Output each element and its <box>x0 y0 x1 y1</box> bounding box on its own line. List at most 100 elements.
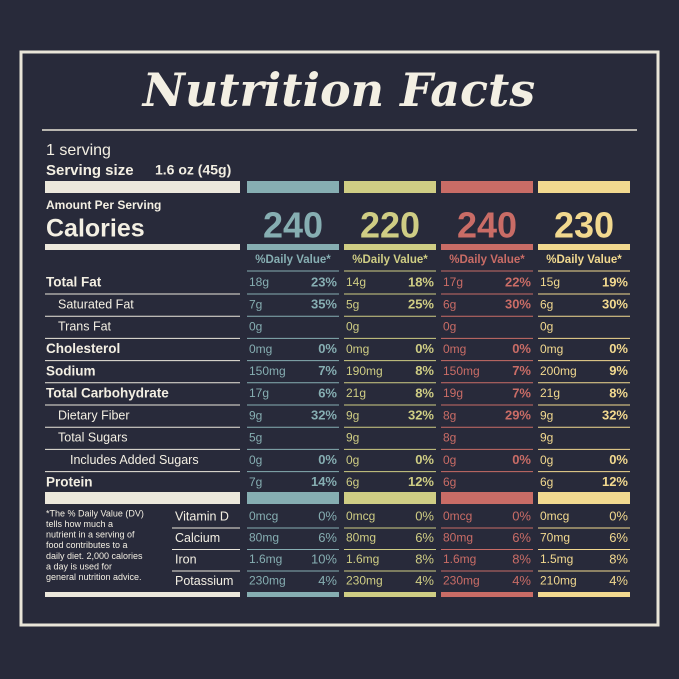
daily-value: 10% <box>311 551 337 566</box>
daily-value: 12% <box>408 474 434 489</box>
amount: 0g <box>540 453 553 467</box>
amount: 1.5mg <box>540 552 573 566</box>
amount: 0mcg <box>249 509 278 523</box>
amount: 8g <box>443 408 456 422</box>
nutrient-label: Dietary Fiber <box>58 408 130 422</box>
amount: 0mg <box>540 342 563 356</box>
amount: 9g <box>346 408 359 422</box>
calories: 220 <box>360 205 420 246</box>
color-bar <box>247 244 339 250</box>
amount: 230mg <box>249 574 286 588</box>
amount: 0g <box>540 320 553 334</box>
color-bar <box>538 492 630 504</box>
daily-value: 8% <box>415 551 434 566</box>
daily-value: 23% <box>311 274 337 289</box>
calories: 240 <box>457 205 517 246</box>
amount: 19g <box>443 386 463 400</box>
nutrient-label: Total Sugars <box>58 431 127 445</box>
amount: 7g <box>249 475 262 489</box>
daily-value: 6% <box>609 530 628 545</box>
daily-value: 18% <box>408 274 434 289</box>
amount: 0mcg <box>443 509 472 523</box>
color-bar <box>441 592 533 597</box>
daily-value: 30% <box>505 297 531 312</box>
amount: 0g <box>249 320 262 334</box>
amount: 0g <box>443 453 456 467</box>
daily-value: 6% <box>318 385 337 400</box>
amount: 21g <box>346 386 366 400</box>
dv-header: %Daily Value* <box>352 254 428 266</box>
amount: 150mg <box>249 364 286 378</box>
amount: 9g <box>540 408 553 422</box>
amount: 0mg <box>443 342 466 356</box>
dv-header: %Daily Value* <box>255 254 331 266</box>
dv-header: %Daily Value* <box>546 254 622 266</box>
nutrient-label: Total Carbohydrate <box>46 386 169 401</box>
amount: 230mg <box>346 574 383 588</box>
vitamin-label: Potassium <box>175 574 233 588</box>
daily-value: 9% <box>609 363 628 378</box>
amount: 9g <box>540 431 553 445</box>
amount: 6g <box>443 475 456 489</box>
amount: 17g <box>249 386 269 400</box>
amount: 210mg <box>540 574 577 588</box>
daily-value: 7% <box>318 363 337 378</box>
calories-label: Calories <box>46 215 145 243</box>
daily-value: 32% <box>602 408 628 423</box>
color-bar <box>538 244 630 250</box>
color-bar <box>441 244 533 250</box>
daily-value: 12% <box>602 474 628 489</box>
daily-value: 0% <box>609 508 628 523</box>
color-bar <box>344 592 436 597</box>
amount: 5g <box>249 431 262 445</box>
daily-value: 4% <box>512 573 531 588</box>
amount: 6g <box>443 297 456 311</box>
daily-value: 4% <box>415 573 434 588</box>
daily-value: 4% <box>609 573 628 588</box>
amount: 0g <box>346 453 359 467</box>
amount: 1.6mg <box>443 552 476 566</box>
daily-value: 8% <box>512 551 531 566</box>
daily-value: 22% <box>505 274 531 289</box>
daily-value: 0% <box>415 341 434 356</box>
amount: 190mg <box>346 364 383 378</box>
amount: 9g <box>249 408 262 422</box>
vitamin-label: Calcium <box>175 531 220 545</box>
daily-value: 8% <box>609 385 628 400</box>
bar <box>45 592 240 597</box>
footnote: *The % Daily Value (DV) <box>46 508 144 518</box>
daily-value: 7% <box>512 385 531 400</box>
daily-value: 32% <box>311 408 337 423</box>
amount: 8g <box>443 431 456 445</box>
amount: 6g <box>346 475 359 489</box>
color-bar <box>344 492 436 504</box>
serving-size: Serving size <box>46 162 134 179</box>
footnote: nutrient in a serving of <box>46 530 135 540</box>
daily-value: 6% <box>318 530 337 545</box>
amount: 80mg <box>443 531 473 545</box>
daily-value: 35% <box>311 297 337 312</box>
footnote: a day is used for <box>46 561 112 571</box>
footnote: daily diet. 2,000 calories <box>46 551 143 561</box>
amount-per-serving: Amount Per Serving <box>46 198 161 212</box>
calories: 240 <box>263 205 323 246</box>
daily-value: 0% <box>512 452 531 467</box>
bar <box>45 244 240 250</box>
color-bar <box>344 181 436 193</box>
daily-value: 14% <box>311 474 337 489</box>
bar <box>45 492 240 504</box>
amount: 0mcg <box>346 509 375 523</box>
calories: 230 <box>554 205 614 246</box>
vitamin-label: Vitamin D <box>175 509 229 523</box>
color-bar <box>538 592 630 597</box>
amount: 21g <box>540 386 560 400</box>
amount: 70mg <box>540 531 570 545</box>
amount: 80mg <box>249 531 279 545</box>
footnote: general nutrition advice. <box>46 572 142 582</box>
amount: 230mg <box>443 574 480 588</box>
color-bar <box>441 492 533 504</box>
daily-value: 4% <box>318 573 337 588</box>
frame <box>19 50 660 627</box>
